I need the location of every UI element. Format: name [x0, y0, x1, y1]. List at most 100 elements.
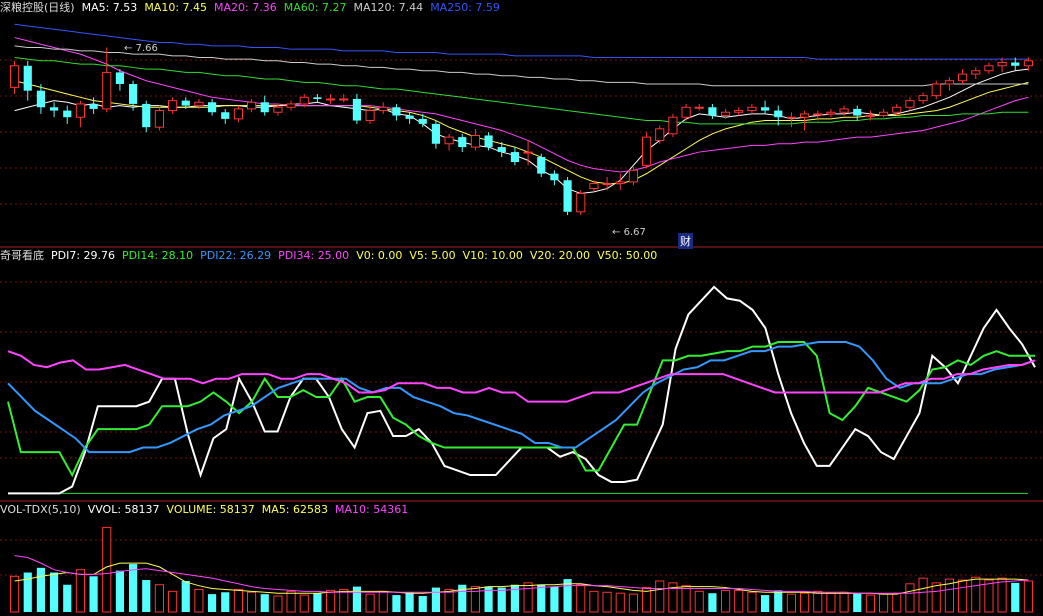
candle-body [800, 113, 810, 118]
candle-body [853, 108, 862, 116]
volume-bar [36, 567, 45, 612]
volume-bar [273, 595, 283, 613]
volume-legend-item-1: VOLUME: 58137 [166, 503, 255, 516]
candle-body [36, 90, 45, 108]
indicator-panel-header: 奇哥看底 PDI7: 29.76 PDI14: 28.10 PDI22: 26.29 P… [0, 248, 671, 264]
volume-bar [299, 594, 309, 613]
volume-chart-title: VOL-TDX(5,10) [0, 503, 81, 516]
volume-bar [194, 588, 204, 613]
price-ma5-line [14, 68, 1029, 195]
volume-bar [260, 594, 269, 612]
candle-body [761, 107, 770, 111]
volume-bar [115, 570, 124, 612]
volume-bar [313, 593, 322, 612]
volume-panel-header: VOL-TDX(5,10) VVOL: 58137 VOLUME: 58137 MA5… [0, 502, 422, 518]
volume-bar [1023, 580, 1033, 613]
candle-body [865, 115, 875, 118]
volume-bar [944, 578, 954, 613]
volume-bar [997, 577, 1007, 613]
candle-body [102, 71, 112, 110]
candle-body [378, 106, 388, 112]
volume-bar [550, 586, 559, 612]
indicator-legend-item-2: PDI22: 26.29 [200, 249, 272, 262]
volume-bar [497, 587, 506, 612]
indicator-pdi7-line [8, 285, 1036, 495]
price-ma60-line [14, 56, 1029, 125]
candle-body [405, 115, 414, 119]
candle-body [879, 111, 889, 117]
candle-body [944, 80, 954, 85]
volume-bar [89, 576, 98, 612]
price-ma120-line [14, 45, 1029, 87]
price-legend-item-5: MA250: 7.59 [430, 1, 500, 14]
candle-body [984, 65, 994, 72]
volume-bar [971, 576, 981, 613]
indicator-pdi22-line [7, 341, 1036, 454]
candle-body [615, 181, 625, 185]
volume-bar [628, 593, 638, 613]
volume-bar [208, 594, 217, 612]
volume-bar [708, 593, 717, 612]
candle-body [352, 98, 361, 121]
candle-body [734, 110, 744, 113]
volume-bar [905, 583, 915, 613]
volume-bar [879, 593, 889, 613]
volume-bar [642, 587, 652, 613]
candle-body [431, 123, 440, 144]
volume-bar [233, 588, 243, 613]
candle-body [563, 180, 572, 212]
candle-body [537, 157, 546, 174]
indicator-legend-item-6: V10: 10.00 [462, 249, 523, 262]
candle-body [326, 98, 336, 101]
price-ma250-line [14, 23, 1029, 60]
price-panel-header: 深粮控股(日线) MA5: 7.53 MA10: 7.45 MA20: 7.36 MA6… [0, 0, 514, 16]
volume-bar [154, 584, 164, 613]
candle-body [958, 73, 968, 82]
volume-legend-item-0: VVOL: 58137 [87, 503, 160, 516]
volume-bar [75, 569, 85, 613]
volume-bar [458, 584, 467, 612]
volume-bar [681, 585, 691, 613]
volume-bar [378, 590, 388, 613]
indicator-chart-title: 奇哥看底 [0, 249, 44, 262]
candle-body [839, 108, 849, 113]
volume-bar [918, 577, 928, 613]
min-price-label: ← 6.67 [612, 227, 646, 238]
candle-body [484, 135, 493, 148]
candle-body [576, 193, 586, 213]
volume-bar [734, 589, 744, 613]
candle-body [721, 111, 731, 117]
candle-body [1023, 60, 1033, 67]
candle-body [918, 95, 928, 102]
volume-bar [813, 590, 823, 613]
volume-bar [576, 584, 586, 613]
volume-bar [23, 572, 32, 612]
volume-bar [761, 595, 770, 612]
indicator-legend-item-0: PDI7: 29.76 [51, 249, 116, 262]
candle-body [668, 116, 678, 135]
candle-body [458, 137, 467, 148]
indicator-legend-item-3: PDI34: 25.00 [278, 249, 350, 262]
volume-bar [984, 579, 994, 613]
candle-body [470, 134, 480, 148]
max-price-label: ← 7.66 [124, 43, 158, 54]
volume-ma5-line [14, 562, 1029, 595]
volume-bar [392, 595, 401, 612]
price-ma10-line [14, 80, 1029, 185]
volume-bar [431, 587, 440, 612]
volume-bar [694, 590, 704, 613]
candle-body [708, 107, 717, 116]
volume-bar [142, 580, 151, 612]
volume-bar [931, 582, 941, 613]
volume-bar [510, 584, 519, 612]
price-ma20-line [14, 37, 1029, 173]
candle-body [997, 61, 1007, 67]
volume-bar [786, 593, 796, 613]
financial-report-marker[interactable]: 财 [678, 233, 693, 249]
volume-bar [602, 591, 612, 613]
indicator-legend-item-1: PDI14: 28.10 [122, 249, 194, 262]
price-chart-title: 深粮控股(日线) [0, 1, 75, 14]
volume-bar [63, 584, 72, 612]
indicator-legend-item-5: V5: 5.00 [409, 249, 456, 262]
